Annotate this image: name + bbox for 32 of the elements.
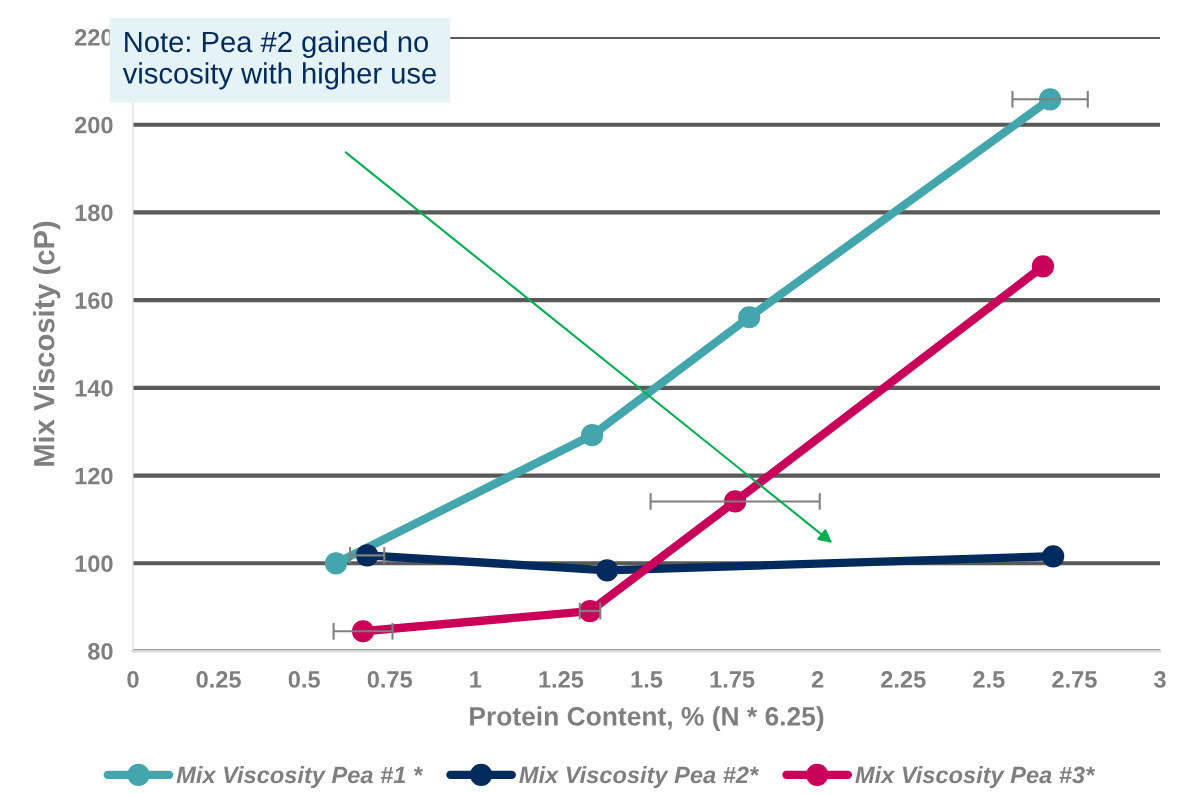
- y-tick-label: 100: [75, 555, 113, 573]
- y-tick-label: 180: [75, 204, 113, 222]
- point: [596, 559, 619, 582]
- x-axis-title: Protein Content, % (N * 6.25): [470, 706, 824, 731]
- x-tick-label: 2.25: [881, 671, 926, 688]
- x-tick-label: 2: [811, 671, 824, 688]
- legend-label: Mix Viscosity Pea #3*: [855, 765, 1096, 789]
- point: [324, 552, 348, 575]
- legend-label: Mix Viscosity Pea #1 *: [176, 765, 424, 789]
- y-tick-label: 80: [88, 643, 113, 660]
- y-tick-label: 160: [75, 292, 113, 309]
- x-tick-label: 0.5: [288, 671, 320, 688]
- x-tick-label: 0: [127, 671, 139, 688]
- y-tick-label: 140: [75, 379, 113, 397]
- point: [738, 306, 761, 329]
- y-tick-label: 200: [74, 116, 113, 134]
- x-tick-label: 1.75: [710, 671, 755, 688]
- point: [1042, 545, 1065, 568]
- x-tick-label: 2.5: [973, 671, 1005, 688]
- legend-label: Mix Viscosity Pea #2*: [519, 765, 760, 789]
- point: [1031, 255, 1055, 278]
- x-tick-label: 1: [470, 671, 482, 688]
- x-tick-label: 1.5: [631, 671, 663, 688]
- x-tick-label: 3: [1153, 671, 1166, 688]
- y-axis-title: Mix Viscosity (cP): [33, 221, 61, 466]
- x-tick-label: 0.25: [196, 671, 241, 688]
- x-tick-label: 1.25: [539, 671, 584, 688]
- annotation: Note: Pea #2 gained no viscosity with higher use: [122, 30, 436, 90]
- x-tick-label: 2.75: [1052, 671, 1097, 688]
- x-tick-label: 0.75: [367, 671, 413, 688]
- y-tick-label: 120: [75, 467, 113, 485]
- point: [580, 424, 604, 447]
